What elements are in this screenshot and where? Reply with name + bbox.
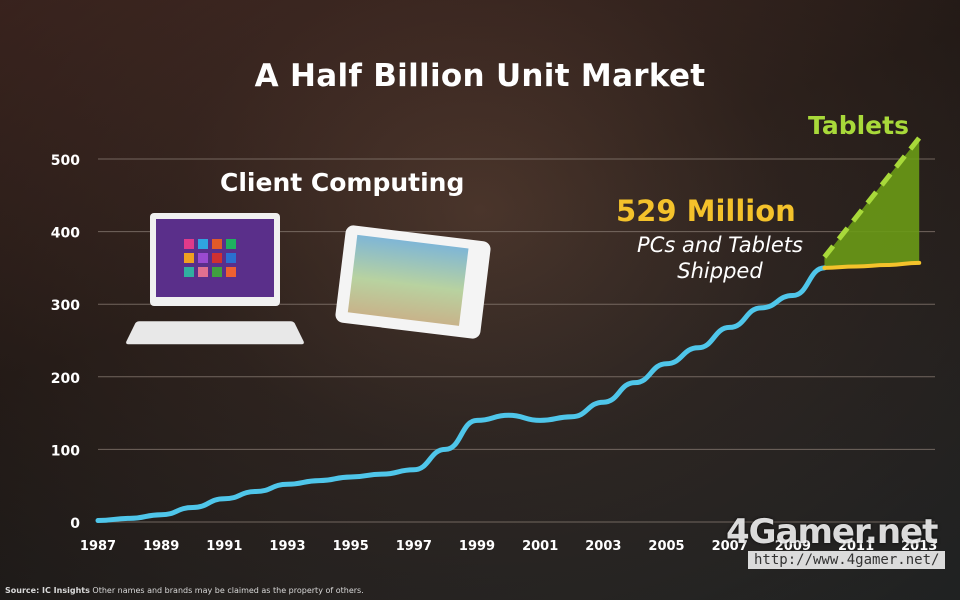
tablet-area <box>824 137 920 268</box>
laptop-start-screen <box>156 219 274 297</box>
tile-icon <box>184 267 194 277</box>
tile-icon <box>198 253 208 263</box>
x-tick-label: 1997 <box>396 539 432 554</box>
total-shipped-description: PCs and Tablets Shipped <box>590 232 850 284</box>
source-name: Source: IC Insights <box>5 586 90 595</box>
y-tick-label: 0 <box>70 516 80 532</box>
tile-icon <box>184 253 194 263</box>
chart-title: A Half Billion Unit Market <box>254 58 706 94</box>
x-tick-label: 1991 <box>206 539 242 554</box>
series-layer <box>95 136 922 524</box>
x-tick-label: 2003 <box>585 539 621 554</box>
tablets-label: Tablets <box>808 111 909 140</box>
total-shipped-value: 529 Million <box>616 194 796 228</box>
pc-shipments-line-2010-2013 <box>822 260 922 270</box>
tile-icon <box>226 253 236 263</box>
x-tick-label: 1999 <box>459 539 495 554</box>
x-tick-label: 2009 <box>775 539 811 554</box>
x-tick-label: 2007 <box>712 539 748 554</box>
tile-icon <box>212 267 222 277</box>
client-computing-label: Client Computing <box>220 168 465 197</box>
tile-icon <box>226 267 236 277</box>
x-tick-label: 1995 <box>333 539 369 554</box>
x-tick-label: 2011 <box>838 539 874 554</box>
watermark-logo: 4Gamer.net <box>726 512 938 552</box>
x-tick-label: 2005 <box>648 539 684 554</box>
watermark-url[interactable]: http://www.4gamer.net/ <box>748 551 946 569</box>
pc-shipments-line <box>95 265 827 524</box>
tile-icon <box>226 239 236 249</box>
tile-icon <box>184 239 194 249</box>
laptop-image <box>150 213 280 306</box>
source-disclaimer: Other names and brands may be claimed as… <box>92 586 364 595</box>
tile-icon <box>212 239 222 249</box>
total-desc-line-2: Shipped <box>677 259 763 283</box>
x-tick-label: 1989 <box>143 539 179 554</box>
total-desc-line-1: PCs and Tablets <box>637 233 803 257</box>
tile-icon <box>212 253 222 263</box>
y-tick-label: 500 <box>51 153 80 169</box>
y-tick-label: 100 <box>51 443 80 459</box>
laptop-keyboard-image <box>124 321 306 345</box>
tablets-dashed-line <box>822 136 922 259</box>
x-tick-label: 1993 <box>269 539 305 554</box>
source-note: Source: IC Insights Other names and bran… <box>5 586 364 595</box>
x-axis-ticks: 1987 1989 1991 1993 1995 1997 1999 2001 2003 2005… <box>80 539 937 554</box>
tablet-screen <box>347 234 469 326</box>
x-tick-label: 1987 <box>80 539 116 554</box>
y-tick-label: 200 <box>51 371 80 387</box>
x-tick-label: 2001 <box>522 539 558 554</box>
x-tick-label: 2013 <box>901 539 937 554</box>
y-tick-label: 400 <box>51 226 80 242</box>
tablet-image <box>334 224 492 340</box>
y-tick-label: 300 <box>51 298 80 314</box>
tile-icon <box>198 267 208 277</box>
y-axis-ticks: 0 100 200 300 400 500 <box>51 153 80 532</box>
tile-icon <box>198 239 208 249</box>
